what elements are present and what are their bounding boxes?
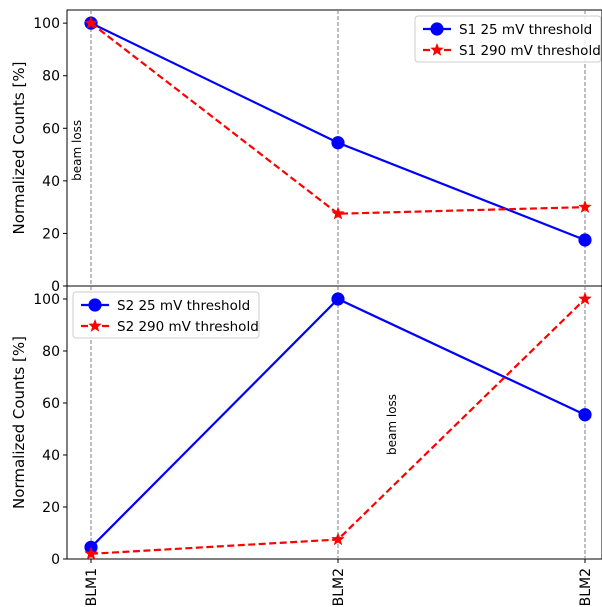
series-line bbox=[90, 22, 586, 215]
legend-marker bbox=[430, 42, 444, 56]
series-circle bbox=[84, 292, 592, 554]
x-tick-label: BLM1 bbox=[84, 568, 100, 606]
y-tick-label: 60 bbox=[42, 121, 60, 137]
data-point bbox=[331, 532, 345, 546]
y-tick-label: 80 bbox=[42, 344, 60, 360]
data-point bbox=[331, 136, 345, 150]
y-tick-label: 100 bbox=[33, 292, 60, 308]
x-tick-label: BLM2 bbox=[578, 568, 594, 606]
legend-label: S2 290 mV threshold bbox=[117, 319, 259, 335]
legend-marker bbox=[88, 298, 102, 312]
data-point bbox=[331, 206, 345, 220]
y-tick-label: 20 bbox=[42, 226, 60, 242]
legend-label: S2 25 mV threshold bbox=[117, 298, 250, 314]
y-axis-label: Normalized Counts [%] bbox=[10, 336, 28, 509]
legend-label: S1 290 mV threshold bbox=[459, 43, 601, 59]
data-point bbox=[84, 546, 98, 560]
legend-marker bbox=[88, 318, 102, 332]
data-point bbox=[331, 292, 345, 306]
data-point bbox=[578, 233, 592, 247]
series-star bbox=[84, 291, 592, 560]
legend-label: S1 25 mV threshold bbox=[459, 22, 592, 38]
series-star bbox=[84, 15, 592, 220]
data-point bbox=[578, 408, 592, 422]
y-tick-label: 80 bbox=[42, 69, 60, 85]
y-tick-label: 0 bbox=[51, 279, 60, 295]
y-tick-label: 60 bbox=[42, 396, 60, 412]
y-tick-label: 0 bbox=[51, 552, 60, 568]
beam-loss-annotation: beam loss bbox=[70, 120, 84, 181]
y-tick-label: 20 bbox=[42, 500, 60, 516]
legend: S2 25 mV threshold S2 290 mV threshold bbox=[72, 291, 260, 339]
data-point bbox=[84, 15, 98, 29]
legend: S1 25 mV threshold S1 290 mV threshold bbox=[414, 15, 602, 63]
legend-marker bbox=[430, 22, 444, 36]
panel-1: 0 20 40 60 80 100 Normalized Counts [%] beam lo… bbox=[10, 9, 602, 295]
y-tick-label: 100 bbox=[33, 16, 60, 32]
y-axis-label: Normalized Counts [%] bbox=[10, 62, 28, 235]
y-tick-label: 40 bbox=[42, 174, 60, 190]
legend-box bbox=[414, 15, 602, 63]
x-tick-label: BLM2 bbox=[331, 568, 347, 606]
beam-loss-annotation: beam loss bbox=[385, 394, 399, 455]
data-point bbox=[578, 199, 592, 213]
y-tick-label: 40 bbox=[42, 448, 60, 464]
panel-2: 0 20 40 60 80 100 Normalized Counts [%] beam lo… bbox=[10, 285, 602, 606]
legend-box bbox=[72, 291, 260, 339]
plot-frame bbox=[66, 285, 602, 560]
data-point bbox=[578, 291, 592, 305]
